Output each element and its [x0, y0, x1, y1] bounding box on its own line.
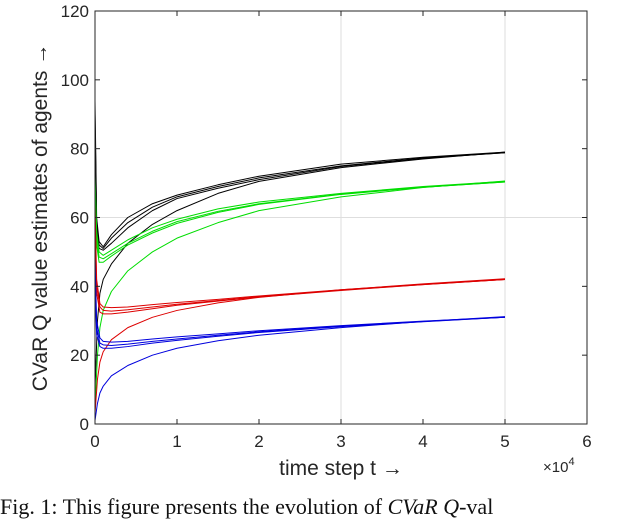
y-axis-label: CVaR Q value estimates of agents →	[29, 44, 52, 391]
y-tick-label: 20	[70, 346, 89, 365]
series-line-11	[94, 231, 506, 315]
x-multiplier: ×104	[543, 456, 575, 476]
x-tick-label: 1	[172, 432, 181, 451]
x-tick-label: 2	[254, 432, 263, 451]
x-tick-label: 5	[500, 432, 509, 451]
ticks	[94, 10, 588, 425]
x-axis-label: time step t →	[279, 457, 403, 480]
x-tick-label: 3	[336, 432, 345, 451]
series-group	[94, 100, 506, 421]
caption-suffix: -val	[459, 494, 494, 519]
x-tick-label: 4	[418, 432, 427, 451]
y-tick-label: 80	[70, 140, 89, 159]
y-tick-label: 120	[61, 2, 89, 21]
y-tick-label: 40	[70, 277, 89, 296]
series-line-12	[94, 278, 506, 414]
figure-caption: Fig. 1: This figure presents the evoluti…	[0, 494, 630, 520]
series-line-8	[94, 180, 506, 411]
y-tick-label: 0	[80, 415, 89, 434]
series-line-7	[94, 181, 506, 263]
x-multiplier-exponent: 4	[568, 456, 574, 468]
y-tick-label: 100	[61, 71, 89, 90]
x-tick-label: 6	[582, 432, 591, 451]
series-line-4	[94, 151, 506, 390]
y-tick-label: 60	[70, 209, 89, 228]
caption-prefix: Fig. 1: This figure presents the evoluti…	[0, 494, 388, 519]
series-line-16	[94, 316, 506, 421]
series-line-13	[94, 258, 506, 343]
x-tick-label: 0	[90, 432, 99, 451]
x-multiplier-base: ×10	[543, 459, 568, 476]
series-line-15	[94, 286, 506, 349]
grid	[95, 11, 587, 424]
series-line-5	[94, 176, 506, 256]
caption-math: CVaR Q	[387, 494, 460, 519]
